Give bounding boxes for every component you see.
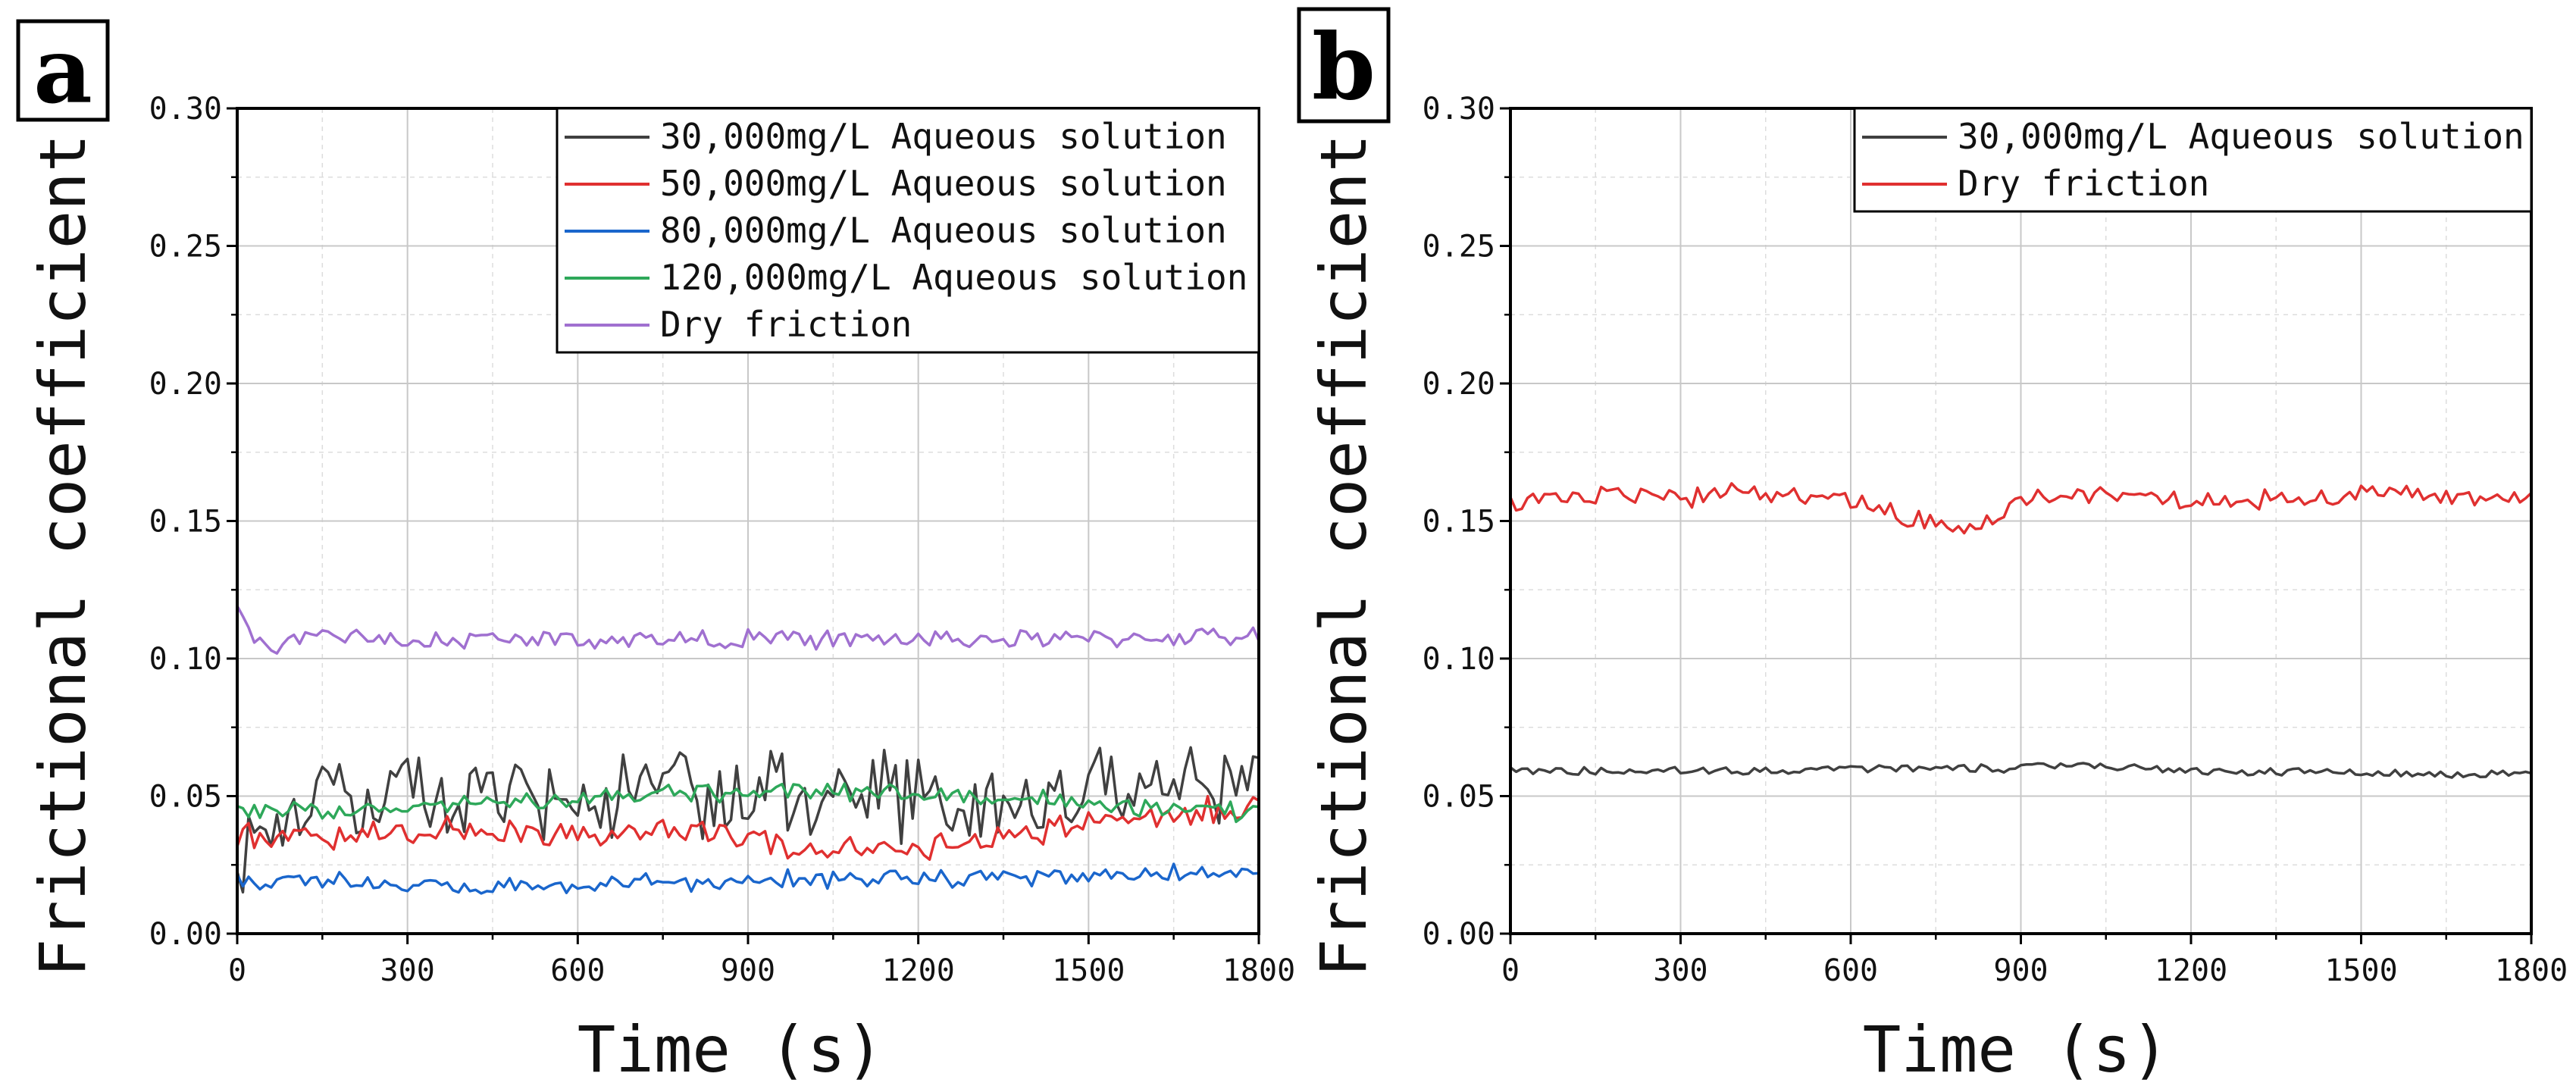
series-line-30-000mg-l-aqueous-solution [1509,762,2532,779]
x-axis-title: Time (s) [577,1012,884,1087]
legend-entry: 120,000mg/L Aqueous solution [660,257,1247,298]
x-tick-label: 900 [1993,953,2048,988]
series-line-dry-friction [236,605,1260,655]
y-tick-label: 0.10 [149,642,222,677]
x-tick-label: 1800 [1222,953,1295,988]
x-tick-label: 600 [550,953,605,988]
legend-entry: Dry friction [1958,163,2209,204]
series-line-120-000mg-l-aqueous-solution [236,782,1260,824]
chart-panel-a: a 0 300 600 900 1200 1500 1800 0.00 0.05 0.10 0.15… [16,17,1295,1087]
y-tick-label: 0.25 [149,230,222,264]
legend-box [1853,107,2533,213]
y-tick-label: 0.05 [1423,780,1495,815]
y-axis-title: Frictional coefficient [1307,134,1381,978]
x-tick-label: 900 [721,953,775,988]
x-tick-label: 0 [228,953,246,988]
x-tick-label: 1500 [1052,953,1125,988]
y-tick-label: 0.30 [149,92,222,127]
panel-letter-box [16,19,110,122]
series-line-dry-friction [1509,482,2533,535]
panel-letter-box [1297,7,1391,124]
legend-box [556,107,1260,354]
y-tick-label: 0.20 [1423,367,1495,402]
x-tick-label: 1500 [2324,953,2397,988]
x-tick-label: 0 [1501,953,1520,988]
y-tick-label: 0.15 [1423,505,1495,540]
legend-entry: 80,000mg/L Aqueous solution [660,210,1227,251]
x-tick-label: 600 [1823,953,1878,988]
x-axis-title: Time (s) [1863,1012,2170,1087]
legend-entry: Dry friction [660,304,912,345]
x-tick-label: 1800 [2495,953,2568,988]
y-tick-label: 0.30 [1423,92,1495,127]
panel-letter: b [1312,14,1376,120]
x-tick-label: 300 [380,953,435,988]
y-tick-label: 0.20 [149,367,222,402]
chart-panel-b: b 0 300 600 900 1200 1500 1800 0.00 0.05 0.10 0.15… [1297,7,2568,1087]
y-tick-label: 0.05 [149,780,222,815]
x-tick-label: 300 [1653,953,1707,988]
y-axis-title: Frictional coefficient [26,134,100,978]
y-tick-label: 0.15 [149,505,222,540]
series-line-30-000mg-l-aqueous-solution [236,746,1260,894]
y-tick-label: 0.00 [149,917,222,952]
legend-entry: 30,000mg/L Aqueous solution [660,116,1227,157]
y-tick-label: 0.00 [1423,917,1495,952]
legend-entry: 30,000mg/L Aqueous solution [1958,116,2524,157]
x-tick-label: 1200 [2155,953,2227,988]
y-tick-label: 0.10 [1423,642,1495,677]
panel-letter: a [33,17,92,124]
series-line-80-000mg-l-aqueous-solution [236,862,1260,895]
legend-entry: 50,000mg/L Aqueous solution [660,163,1227,204]
x-tick-label: 1200 [882,953,955,988]
y-tick-label: 0.25 [1423,230,1495,264]
series-line-50-000mg-l-aqueous-solution [236,794,1260,861]
